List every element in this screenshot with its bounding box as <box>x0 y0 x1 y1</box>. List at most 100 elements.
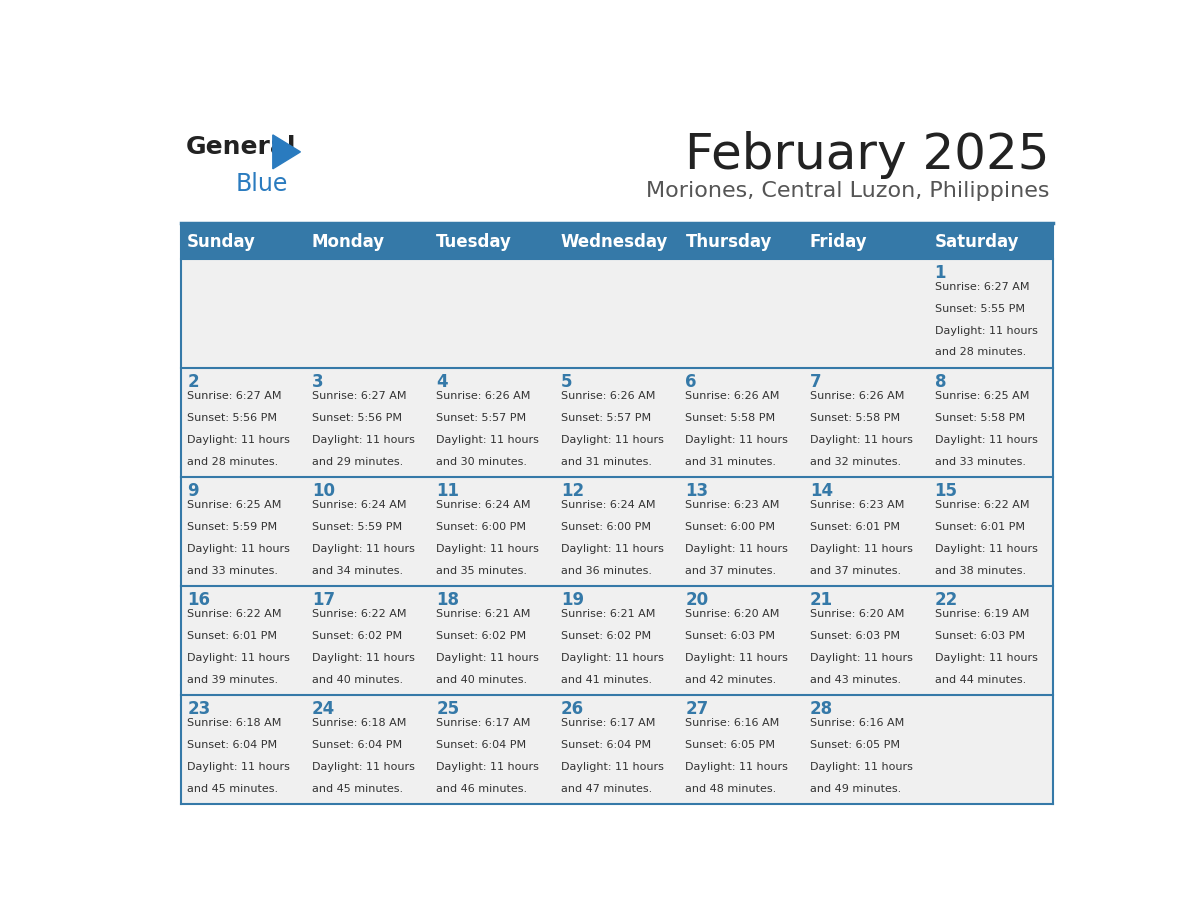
Text: Daylight: 11 hours: Daylight: 11 hours <box>935 435 1037 444</box>
Text: Sunrise: 6:26 AM: Sunrise: 6:26 AM <box>561 391 656 401</box>
Text: Sunset: 5:57 PM: Sunset: 5:57 PM <box>436 413 526 423</box>
Bar <box>928 695 1053 804</box>
Text: and 41 minutes.: and 41 minutes. <box>561 675 652 685</box>
Text: Daylight: 11 hours: Daylight: 11 hours <box>810 762 912 772</box>
Text: Sunrise: 6:16 AM: Sunrise: 6:16 AM <box>685 719 779 729</box>
Text: 14: 14 <box>810 482 833 499</box>
Text: Daylight: 11 hours: Daylight: 11 hours <box>561 543 664 554</box>
Text: 28: 28 <box>810 700 833 718</box>
Bar <box>181 225 305 259</box>
Bar <box>680 586 803 695</box>
Text: 26: 26 <box>561 700 584 718</box>
Bar <box>928 476 1053 586</box>
Text: and 28 minutes.: and 28 minutes. <box>935 347 1025 357</box>
Text: Sunset: 6:05 PM: Sunset: 6:05 PM <box>685 740 776 750</box>
Text: Sunrise: 6:26 AM: Sunrise: 6:26 AM <box>810 391 904 401</box>
Text: and 40 minutes.: and 40 minutes. <box>311 675 403 685</box>
Text: Daylight: 11 hours: Daylight: 11 hours <box>810 543 912 554</box>
Text: Daylight: 11 hours: Daylight: 11 hours <box>935 543 1037 554</box>
Bar <box>555 259 680 368</box>
Text: Sunset: 6:00 PM: Sunset: 6:00 PM <box>436 522 526 532</box>
Polygon shape <box>273 135 301 169</box>
Text: Sunset: 6:01 PM: Sunset: 6:01 PM <box>935 522 1024 532</box>
Text: Daylight: 11 hours: Daylight: 11 hours <box>436 762 539 772</box>
Bar <box>430 368 555 476</box>
Bar <box>928 225 1053 259</box>
Text: Daylight: 11 hours: Daylight: 11 hours <box>436 435 539 444</box>
Bar <box>803 695 928 804</box>
Text: Daylight: 11 hours: Daylight: 11 hours <box>311 653 415 663</box>
Text: Saturday: Saturday <box>935 232 1019 251</box>
Text: Sunrise: 6:17 AM: Sunrise: 6:17 AM <box>436 719 531 729</box>
Bar <box>803 586 928 695</box>
Text: Sunset: 6:04 PM: Sunset: 6:04 PM <box>311 740 402 750</box>
Text: Daylight: 11 hours: Daylight: 11 hours <box>188 653 290 663</box>
Text: Thursday: Thursday <box>685 232 772 251</box>
Text: Sunrise: 6:22 AM: Sunrise: 6:22 AM <box>188 610 282 620</box>
Text: Sunset: 5:56 PM: Sunset: 5:56 PM <box>188 413 277 423</box>
Text: Daylight: 11 hours: Daylight: 11 hours <box>935 326 1037 336</box>
Text: Daylight: 11 hours: Daylight: 11 hours <box>436 653 539 663</box>
Bar <box>680 368 803 476</box>
Text: Sunset: 6:02 PM: Sunset: 6:02 PM <box>436 632 526 641</box>
Bar <box>181 695 305 804</box>
Text: and 30 minutes.: and 30 minutes. <box>436 456 527 466</box>
Bar <box>928 586 1053 695</box>
Text: Sunset: 5:56 PM: Sunset: 5:56 PM <box>311 413 402 423</box>
Text: 8: 8 <box>935 373 946 391</box>
Text: Sunset: 6:00 PM: Sunset: 6:00 PM <box>685 522 776 532</box>
Text: 18: 18 <box>436 591 460 609</box>
Text: February 2025: February 2025 <box>685 131 1050 179</box>
Text: Sunset: 6:02 PM: Sunset: 6:02 PM <box>311 632 402 641</box>
Text: 9: 9 <box>188 482 198 499</box>
Text: Sunset: 6:01 PM: Sunset: 6:01 PM <box>188 632 277 641</box>
Bar <box>181 368 305 476</box>
Text: Sunrise: 6:18 AM: Sunrise: 6:18 AM <box>188 719 282 729</box>
Text: and 39 minutes.: and 39 minutes. <box>188 675 278 685</box>
Bar <box>555 586 680 695</box>
Text: Daylight: 11 hours: Daylight: 11 hours <box>311 543 415 554</box>
Text: Daylight: 11 hours: Daylight: 11 hours <box>311 435 415 444</box>
Text: 22: 22 <box>935 591 958 609</box>
Text: 6: 6 <box>685 373 697 391</box>
Text: Daylight: 11 hours: Daylight: 11 hours <box>685 653 789 663</box>
Text: Daylight: 11 hours: Daylight: 11 hours <box>935 653 1037 663</box>
Text: 4: 4 <box>436 373 448 391</box>
Text: 25: 25 <box>436 700 460 718</box>
Text: Sunrise: 6:17 AM: Sunrise: 6:17 AM <box>561 719 656 729</box>
Text: and 46 minutes.: and 46 minutes. <box>436 784 527 794</box>
Text: Sunrise: 6:26 AM: Sunrise: 6:26 AM <box>436 391 531 401</box>
Text: Daylight: 11 hours: Daylight: 11 hours <box>561 435 664 444</box>
Text: and 36 minutes.: and 36 minutes. <box>561 565 652 576</box>
Text: and 38 minutes.: and 38 minutes. <box>935 565 1025 576</box>
Text: 16: 16 <box>188 591 210 609</box>
Text: Tuesday: Tuesday <box>436 232 512 251</box>
Bar <box>803 225 928 259</box>
Text: Sunrise: 6:25 AM: Sunrise: 6:25 AM <box>188 500 282 510</box>
Bar <box>430 695 555 804</box>
Bar <box>555 368 680 476</box>
Text: 2: 2 <box>188 373 198 391</box>
Bar <box>305 225 430 259</box>
Text: Daylight: 11 hours: Daylight: 11 hours <box>436 543 539 554</box>
Text: 7: 7 <box>810 373 822 391</box>
Text: Sunrise: 6:24 AM: Sunrise: 6:24 AM <box>561 500 656 510</box>
Text: and 33 minutes.: and 33 minutes. <box>188 565 278 576</box>
Text: Daylight: 11 hours: Daylight: 11 hours <box>561 762 664 772</box>
Bar <box>181 259 305 368</box>
Text: and 35 minutes.: and 35 minutes. <box>436 565 527 576</box>
Text: 21: 21 <box>810 591 833 609</box>
Text: 10: 10 <box>311 482 335 499</box>
Text: Sunrise: 6:26 AM: Sunrise: 6:26 AM <box>685 391 779 401</box>
Text: Sunrise: 6:27 AM: Sunrise: 6:27 AM <box>935 282 1029 292</box>
Text: Sunrise: 6:16 AM: Sunrise: 6:16 AM <box>810 719 904 729</box>
Text: Sunset: 5:59 PM: Sunset: 5:59 PM <box>188 522 277 532</box>
Bar <box>680 259 803 368</box>
Text: Daylight: 11 hours: Daylight: 11 hours <box>311 762 415 772</box>
Text: Sunset: 5:58 PM: Sunset: 5:58 PM <box>810 413 901 423</box>
Bar <box>680 695 803 804</box>
Text: 27: 27 <box>685 700 709 718</box>
Text: Sunset: 5:55 PM: Sunset: 5:55 PM <box>935 304 1024 314</box>
Bar <box>430 476 555 586</box>
Text: Sunrise: 6:23 AM: Sunrise: 6:23 AM <box>810 500 904 510</box>
